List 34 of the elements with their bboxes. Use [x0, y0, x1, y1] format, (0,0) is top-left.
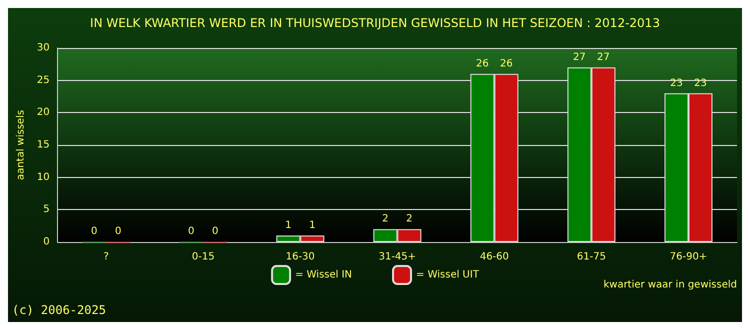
x-tick-label: 16-30 — [286, 252, 315, 262]
x-axis-title: kwartier waar in gewisseld — [603, 280, 737, 290]
y-tick-label: 10 — [36, 172, 50, 183]
y-tick-label: 20 — [36, 107, 50, 118]
legend-label: = Wissel UIT — [416, 270, 480, 280]
x-tick-label: 31-45+ — [378, 252, 416, 262]
y-axis-title: aantal wissels — [16, 110, 26, 180]
data-label: 26 — [476, 58, 489, 70]
y-tick-label: 15 — [36, 140, 50, 150]
data-label: 23 — [670, 78, 683, 89]
x-tick-label: 76-90+ — [670, 252, 708, 262]
y-tick-label: 25 — [36, 74, 50, 86]
chart-title: IN WELK KWARTIER WERD ER IN THUISWEDSTRIJDEN GEWISSELD IN HET SEIZOEN : 2012-2013 — [90, 16, 660, 30]
x-tick-label: 61-75 — [576, 252, 606, 262]
data-label: 27 — [573, 52, 586, 63]
y-tick-label: 30 — [36, 42, 50, 54]
data-label: 2 — [406, 214, 412, 225]
data-label: 0 — [90, 226, 98, 237]
data-label: 23 — [694, 78, 707, 89]
data-label: 1 — [285, 220, 292, 232]
data-label: 0 — [114, 226, 122, 237]
text: (c) 2006-2025 — [12, 303, 106, 317]
data-label: 26 — [500, 58, 513, 70]
data-label: 0 — [212, 226, 218, 237]
data-label: 1 — [309, 220, 316, 232]
y-tick-label: 5 — [43, 204, 50, 216]
x-tick-label: ? — [103, 252, 109, 262]
x-tick-label: 0-15 — [192, 252, 215, 262]
legend-label: = Wissel IN — [295, 270, 352, 280]
y-tick-label: 0 — [43, 236, 50, 248]
data-label: 27 — [597, 52, 610, 63]
data-label: 2 — [382, 214, 388, 225]
x-tick-label: 46-60 — [480, 252, 509, 262]
data-label: 0 — [188, 226, 194, 237]
